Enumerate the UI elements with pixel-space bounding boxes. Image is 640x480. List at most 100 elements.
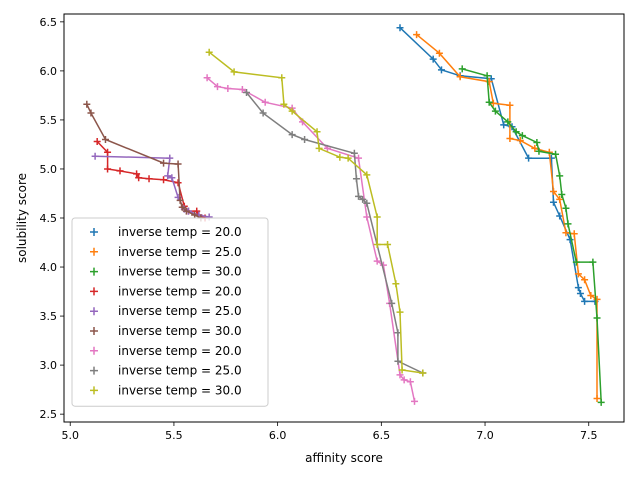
legend-marker [90,228,98,236]
data-point [104,148,112,156]
data-point [205,48,213,56]
legend-marker [90,287,98,296]
series-7 [203,74,419,405]
legend-label: inverse temp = 20.0 [118,284,242,298]
data-point [243,88,251,96]
data-point [182,207,190,215]
x-tick-label: 7.0 [476,429,494,442]
data-point [193,207,201,215]
data-point [597,398,605,406]
data-point [593,295,601,303]
data-point [359,195,367,203]
data-point [512,128,520,136]
x-tick-label: 7.5 [580,429,598,442]
data-point [456,73,464,81]
series-2 [413,31,601,402]
data-point [363,171,371,179]
data-point [224,85,232,93]
data-point [145,175,153,183]
series-3 [458,65,605,406]
legend-label: inverse temp = 20.0 [118,344,242,358]
data-point [483,72,491,80]
data-point [392,280,400,288]
data-point [437,66,445,74]
data-point [373,213,381,221]
data-point [429,55,437,63]
data-point [435,49,443,57]
data-point [489,99,497,107]
data-point [93,138,101,145]
data-point [344,154,352,162]
data-point [570,230,578,238]
data-point [363,199,371,207]
data-point [552,150,560,158]
data-point [160,159,168,167]
data-point [576,290,584,298]
data-point [191,211,199,219]
data-point [564,220,572,228]
data-point [288,107,296,115]
data-point [587,291,595,299]
data-point [562,229,570,237]
axis-ticks: 5.0 5.5 6.0 6.5 7.0 7.5 2.5 3.0 3.5 4.0 4.5 5.0 5.5 6… [40,16,598,442]
data-point [278,74,286,82]
data-point [419,369,427,377]
data-point [213,83,221,91]
data-point [313,128,321,136]
data-point [400,376,408,384]
x-tick-label: 5.5 [165,429,183,442]
data-point [261,98,269,106]
data-point [174,160,182,168]
data-point [396,308,404,316]
data-point [116,167,124,175]
legend-marker [90,386,98,395]
data-point [301,136,309,144]
legend-label: inverse temp = 30.0 [118,383,242,397]
series-6 [83,100,205,222]
y-tick-label: 6.5 [40,16,58,29]
y-tick-label: 5.5 [40,114,58,127]
data-point [259,109,267,117]
data-point [398,366,406,374]
data-point [350,149,358,157]
legend-label: inverse temp = 25.0 [118,304,242,318]
data-point [506,101,514,109]
data-point [83,100,91,108]
data-point [525,154,533,162]
data-point [174,179,182,187]
data-point [572,258,580,266]
data-point [355,192,363,200]
data-point [104,165,112,173]
data-point [581,276,589,284]
legend: inverse temp = 20.0 inverse temp = 25.0 in… [71,217,269,407]
legend-marker [90,366,98,375]
data-point [288,131,296,139]
data-point [556,195,564,203]
series-line [399,27,595,303]
y-tick-label: 2.5 [40,408,58,421]
data-point [535,147,543,155]
data-point [547,154,555,162]
data-point [394,357,402,365]
data-point [566,236,574,244]
data-point [373,240,381,248]
data-point [164,172,172,180]
y-tick-label: 3.0 [40,359,58,372]
data-point [168,174,176,182]
data-point [230,68,238,76]
legend-label: inverse temp = 25.0 [118,364,242,378]
legend-label: inverse temp = 30.0 [118,265,242,279]
data-point [516,137,524,145]
x-tick-label: 6.0 [269,429,287,442]
data-point [178,203,186,211]
data-point [491,107,499,115]
data-point [91,152,99,160]
x-axis-label: affinity score [305,451,383,465]
x-tick-label: 5.0 [61,429,79,442]
legend-marker [90,346,98,355]
data-point [518,132,526,140]
legend-marker [90,307,98,316]
data-point [352,175,360,183]
data-point [411,397,419,405]
